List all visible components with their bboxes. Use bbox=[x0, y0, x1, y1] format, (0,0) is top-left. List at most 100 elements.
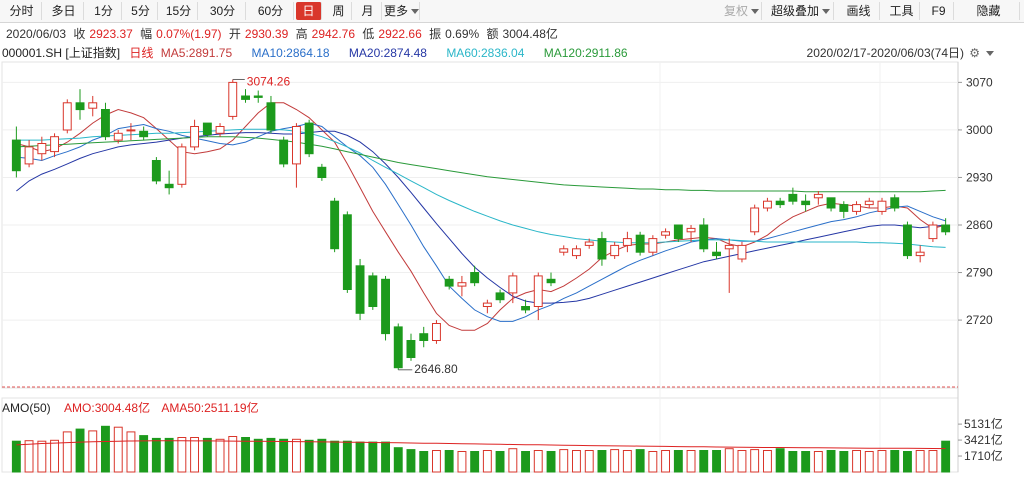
amo-bar bbox=[775, 448, 785, 473]
amo-bar bbox=[661, 450, 670, 473]
price-tick-label: 2860 bbox=[966, 218, 993, 232]
ma120-label: MA120:2911.86 bbox=[543, 46, 628, 60]
amo-bar bbox=[801, 451, 811, 473]
candle-body bbox=[253, 95, 263, 98]
candle-body bbox=[508, 275, 518, 294]
close-label: 收 bbox=[73, 27, 86, 41]
period-tab-9[interactable]: 月 bbox=[354, 2, 382, 20]
ma10-label: MA10:2864.18 bbox=[251, 46, 330, 60]
candle-body bbox=[228, 81, 238, 117]
candle-body bbox=[635, 234, 645, 253]
candle-body bbox=[559, 248, 569, 253]
candle-body bbox=[521, 306, 530, 311]
candle-body bbox=[801, 200, 811, 206]
amo-bar bbox=[928, 450, 938, 473]
amo-bar bbox=[699, 450, 709, 473]
period-tab-5[interactable]: 30分 bbox=[200, 2, 246, 20]
period-tab-10[interactable]: 更多 bbox=[384, 2, 420, 20]
candle-body bbox=[266, 102, 276, 131]
candle-body bbox=[151, 160, 161, 182]
low-label: 低 bbox=[362, 27, 375, 41]
candle-body bbox=[330, 200, 340, 250]
amo-bar bbox=[864, 451, 874, 473]
period-tab-2[interactable]: 1分 bbox=[86, 2, 122, 20]
amo-bar bbox=[202, 437, 212, 473]
price-tick-label: 2720 bbox=[966, 313, 993, 327]
amo-bar bbox=[622, 450, 632, 473]
candle-body bbox=[839, 204, 849, 212]
amo-bar bbox=[304, 439, 314, 473]
amo-bar bbox=[228, 436, 238, 473]
amo-bar bbox=[813, 451, 823, 473]
period-tab-6[interactable]: 60分 bbox=[248, 2, 294, 20]
candle-body bbox=[62, 102, 72, 131]
open-label: 开 bbox=[228, 27, 241, 41]
amo-bar bbox=[763, 450, 772, 473]
low-annotation-label: 2646.80 bbox=[414, 362, 458, 376]
amo-bar bbox=[750, 449, 760, 473]
amo-bar bbox=[190, 437, 200, 473]
low-value: 2922.66 bbox=[378, 27, 422, 41]
candle-body bbox=[686, 227, 696, 233]
tool-button-3[interactable]: 工具 bbox=[884, 2, 920, 20]
period-tab-1[interactable]: 多日 bbox=[44, 2, 84, 20]
ma120-line bbox=[16, 136, 946, 193]
period-tab-0[interactable]: 分时 bbox=[2, 2, 42, 20]
amo-name: AMO(50) bbox=[2, 401, 51, 415]
candle-body bbox=[393, 326, 403, 369]
amo-tick-label: 5131亿 bbox=[964, 416, 1003, 431]
amo-bar bbox=[432, 450, 441, 473]
amount-label: 额 bbox=[486, 27, 499, 41]
period-tab-8[interactable]: 周 bbox=[326, 2, 352, 20]
amo-bar bbox=[177, 437, 187, 473]
candle-body bbox=[877, 200, 887, 212]
tool-button-4[interactable]: F9 bbox=[924, 2, 954, 20]
period-tab-7[interactable]: 日 bbox=[296, 2, 322, 20]
amo-tick-label: 3421亿 bbox=[964, 432, 1003, 447]
candle-body bbox=[419, 333, 429, 342]
settings-dropdown-icon[interactable] bbox=[983, 44, 994, 62]
gear-icon[interactable]: ⚙ bbox=[969, 46, 980, 60]
candle-body bbox=[279, 139, 289, 165]
tool-button-5[interactable]: 隐藏 bbox=[958, 2, 1020, 20]
candle-body bbox=[113, 132, 123, 141]
candle-body bbox=[482, 302, 492, 308]
candle-body bbox=[101, 109, 110, 138]
amo-tick-label: 1710亿 bbox=[964, 448, 1003, 463]
amo-bar bbox=[521, 451, 530, 473]
ma60-label: MA60:2836.04 bbox=[446, 46, 525, 60]
candle-body bbox=[190, 126, 200, 148]
ma20-label: MA20:2874.48 bbox=[348, 46, 427, 60]
candle-body bbox=[622, 238, 632, 246]
candle-body bbox=[11, 139, 21, 172]
amo-bar bbox=[648, 451, 658, 473]
candle-body bbox=[724, 244, 734, 250]
tool-button-2[interactable]: 画线 bbox=[838, 2, 880, 20]
candle-body bbox=[903, 224, 912, 257]
amo-bar bbox=[903, 451, 912, 473]
amo-bar bbox=[686, 450, 696, 473]
price-tick-label: 2790 bbox=[966, 266, 993, 280]
amo-bar bbox=[393, 447, 403, 473]
amo-bar bbox=[37, 440, 47, 473]
tool-button-1[interactable]: 超级叠加 bbox=[768, 2, 834, 20]
period-tab-4[interactable]: 15分 bbox=[160, 2, 198, 20]
amo-bar bbox=[890, 450, 900, 473]
price-tick-label: 3070 bbox=[966, 75, 993, 89]
amo-bar bbox=[381, 441, 391, 473]
candle-body bbox=[241, 95, 251, 100]
candle-body bbox=[852, 204, 861, 212]
amo-bar bbox=[406, 449, 416, 473]
amo-bar bbox=[788, 451, 798, 473]
candle-body bbox=[928, 224, 938, 240]
candle-body bbox=[915, 251, 925, 257]
amplitude-label: 振 bbox=[429, 27, 442, 41]
amo-bar bbox=[113, 426, 123, 473]
price-tick-label: 2930 bbox=[966, 170, 993, 184]
amo-bar bbox=[330, 440, 340, 473]
candle-body bbox=[470, 272, 480, 284]
candle-body bbox=[495, 292, 505, 301]
tool-button-0[interactable]: 复权 bbox=[722, 2, 762, 20]
period-tab-3[interactable]: 5分 bbox=[124, 2, 158, 20]
ama50-value: AMA50:2511.19亿 bbox=[161, 401, 259, 415]
